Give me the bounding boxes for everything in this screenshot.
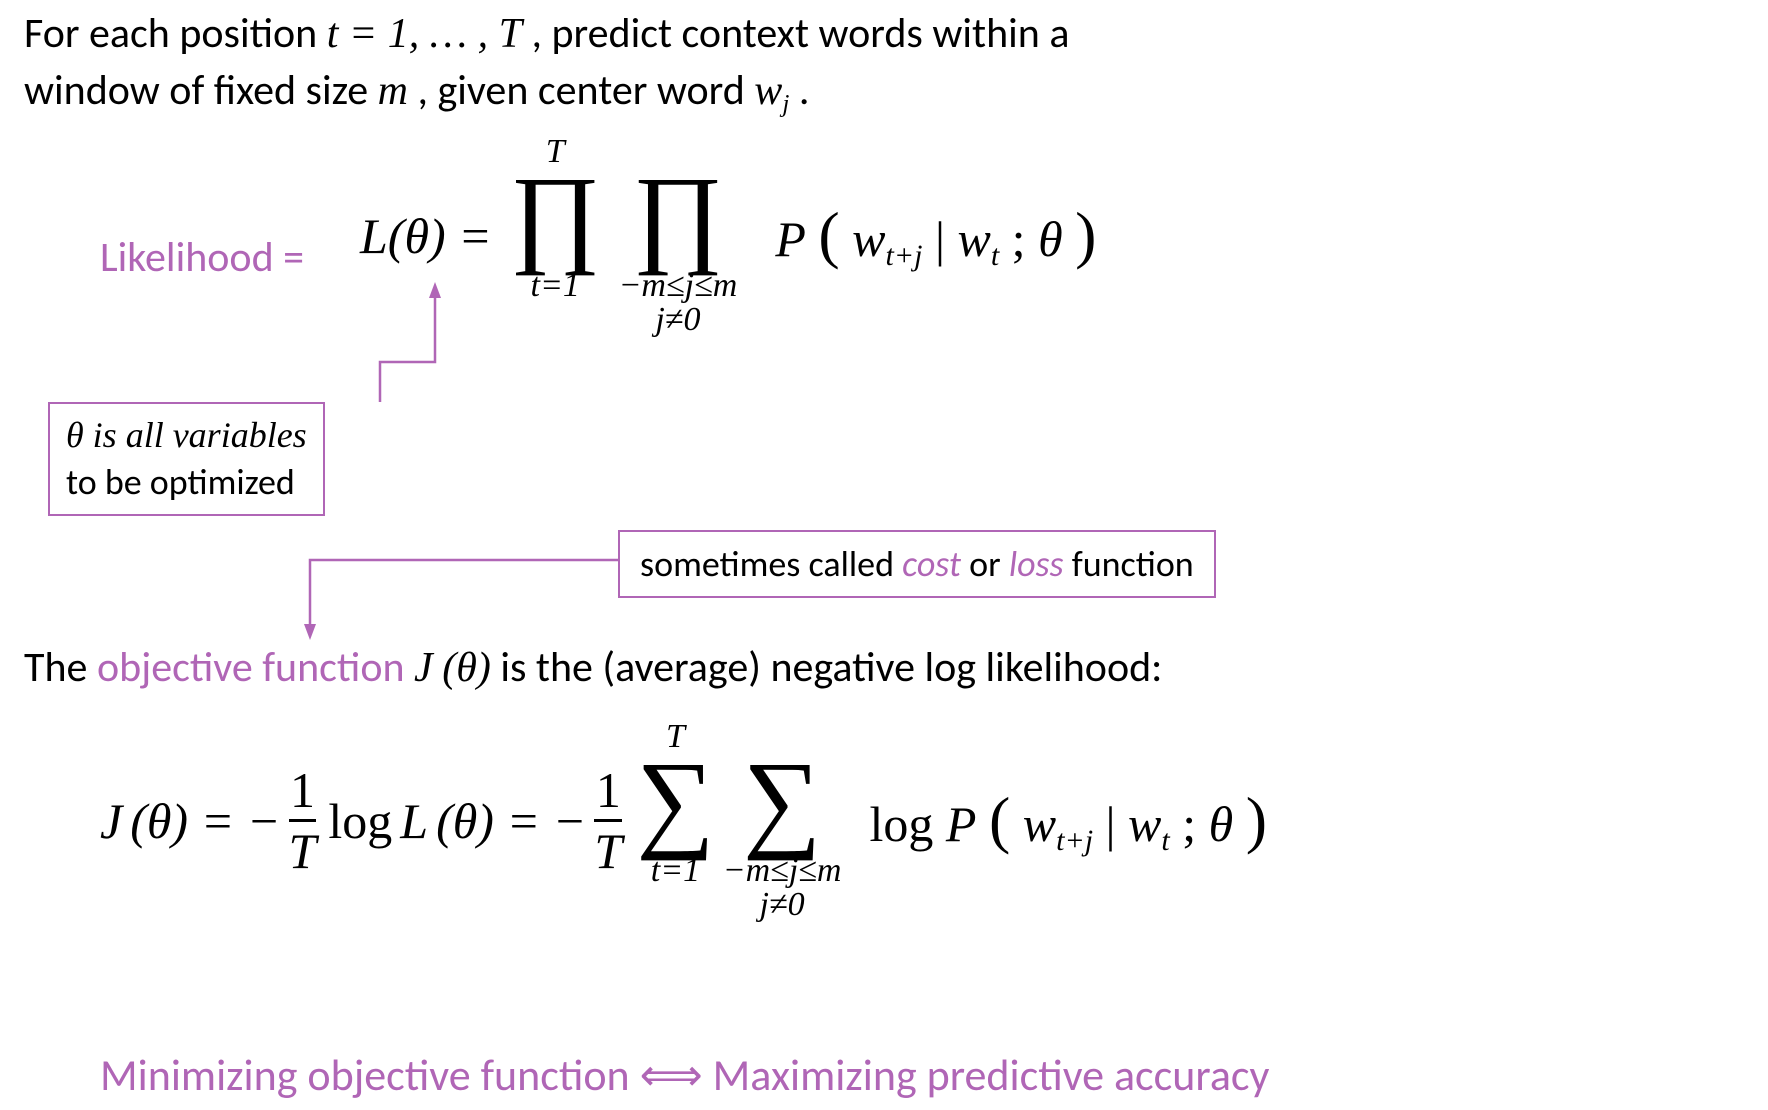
callout-theta-line1: θ is all variables <box>66 415 307 455</box>
likelihood-rhs: P ( wt+j | wt ; θ ) <box>775 198 1096 273</box>
callout-loss: sometimes called cost or loss function <box>618 530 1216 598</box>
intro-line2-end: . <box>799 65 810 116</box>
intro-line1-math: t = 1, … , T <box>327 11 522 57</box>
callout-theta-line2: to be optimized <box>66 459 307 506</box>
objective-frac2: 1 T <box>594 765 622 876</box>
sum-symbol-2: ∑ <box>723 754 842 848</box>
objective-sum2: ∑ −m≤j≤m j≠0 <box>723 720 842 922</box>
intro-line2-m: m <box>378 68 408 114</box>
objective-rhs: log P ( wt+j | wt ; θ ) <box>869 783 1267 858</box>
sum-symbol: ∑ <box>636 754 714 848</box>
intro-line1-post: , predict context words within a <box>531 8 1069 59</box>
objective-equation: J (θ) = − 1 T log L (θ) = − 1 T T ∑ t=1 … <box>100 720 1267 922</box>
likelihood-equation: L(θ) = T ∏ t=1 ∏ −m≤j≤m j≠0 P ( wt+j | w… <box>360 135 1096 337</box>
objective-sentence: The objective function J (θ) is the (ave… <box>24 642 1162 693</box>
summary-line: Minimizing objective function ⟺ Maximizi… <box>100 1048 1269 1102</box>
product-symbol: ∏ <box>510 169 601 263</box>
intro-paragraph: For each position t = 1, … , T , predict… <box>24 6 1069 121</box>
likelihood-prod2: ∏ −m≤j≤m j≠0 <box>618 135 737 337</box>
product-symbol-2: ∏ <box>618 169 737 263</box>
intro-line2-mid: , given center word <box>417 65 754 116</box>
likelihood-prod1: T ∏ t=1 <box>510 135 601 337</box>
intro-line2-pre: window of fixed size <box>24 65 378 116</box>
objective-frac1: 1 T <box>289 765 317 876</box>
objective-sum1: T ∑ t=1 <box>636 720 714 922</box>
likelihood-lhs: L(θ) = <box>360 207 492 265</box>
intro-line2-wj: wj <box>754 68 789 114</box>
likelihood-label: Likelihood = <box>100 232 304 283</box>
intro-line1-pre: For each position <box>24 8 327 59</box>
callout-theta: θ is all variables to be optimized <box>48 402 325 516</box>
